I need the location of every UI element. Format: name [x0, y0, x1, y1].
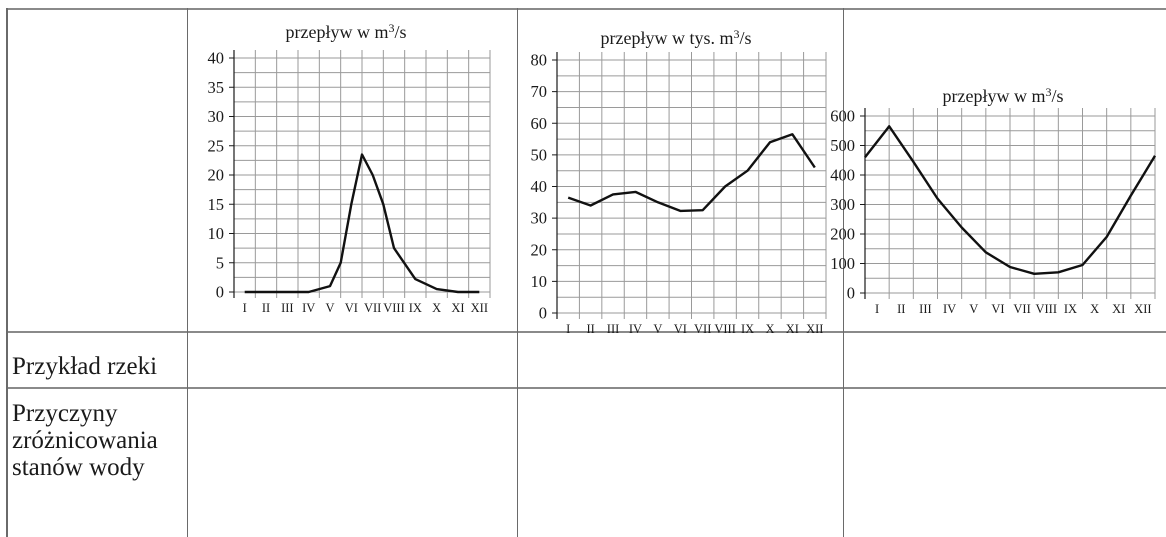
x-tick-label: VI: [991, 302, 1004, 316]
x-tick-label: X: [432, 301, 441, 315]
table-column-divider-2: [517, 8, 518, 537]
y-tick-label: 25: [208, 136, 225, 155]
y-tick-label: 400: [830, 166, 855, 185]
x-tick-label: IX: [409, 301, 422, 315]
x-tick-label: VII: [1013, 302, 1030, 316]
x-tick-label: VII: [694, 322, 711, 336]
hydrograph-chart-1: przepływ w m3/s 0 5 10 15 20 25 30 35 40 I II III IV V…: [190, 18, 510, 323]
y-tick-label: 0: [539, 304, 547, 323]
x-tick-label: XI: [786, 322, 799, 336]
x-tick-label: I: [566, 322, 570, 336]
x-tick-label: VI: [345, 301, 358, 315]
y-tick-label: 80: [531, 51, 548, 70]
hydrograph-chart-2: przepływ w tys. m3/s 0 10 20 30 40 50 60 70 80 I II…: [520, 18, 840, 323]
x-tick-label: VIII: [383, 301, 405, 315]
y-tick-label: 300: [830, 195, 855, 214]
x-tick-label: VII: [364, 301, 381, 315]
y-tick-label: 100: [830, 254, 855, 273]
y-tick-label: 40: [208, 49, 225, 68]
y-tick-label: 50: [531, 145, 548, 164]
x-tick-label: XII: [806, 322, 823, 336]
y-tick-label: 30: [531, 209, 548, 228]
y-tick-label: 20: [531, 240, 548, 259]
x-tick-label: IV: [302, 301, 315, 315]
x-tick-label: I: [243, 301, 247, 315]
table-top-border: [6, 8, 1166, 10]
x-tick-label: I: [875, 302, 879, 316]
x-tick-label: V: [969, 302, 978, 316]
y-tick-label: 15: [208, 195, 225, 214]
y-tick-label: 10: [531, 272, 548, 291]
y-tick-label: 5: [216, 253, 224, 272]
x-tick-label: II: [897, 302, 905, 316]
row-label-river-example: Przykład rzeki: [12, 353, 157, 380]
y-tick-label: 600: [830, 107, 855, 126]
x-tick-label: X: [1090, 302, 1099, 316]
y-tick-label: 500: [830, 136, 855, 155]
row-label-causes-line-1: Przyczyny: [12, 400, 158, 427]
y-tick-label: 70: [531, 82, 548, 101]
x-tick-label: V: [653, 322, 662, 336]
y-tick-label: 60: [531, 114, 548, 133]
x-tick-label: IX: [1064, 302, 1077, 316]
row-label-causes: Przyczyny zróżnicowania stanów wody: [12, 400, 158, 481]
chart-title: przepływ w m3/s: [286, 21, 407, 42]
y-tick-label: 20: [208, 166, 225, 185]
x-tick-label: X: [765, 322, 774, 336]
x-tick-label: XII: [471, 301, 488, 315]
x-tick-label: V: [325, 301, 334, 315]
y-tick-label: 0: [216, 283, 224, 302]
y-tick-label: 40: [531, 177, 548, 196]
x-tick-label: II: [262, 301, 270, 315]
row-label-causes-line-3: stanów wody: [12, 454, 158, 481]
y-tick-label: 35: [208, 78, 225, 97]
x-tick-label: XII: [1134, 302, 1151, 316]
x-tick-label: VIII: [714, 322, 736, 336]
x-tick-label: IX: [741, 322, 754, 336]
y-tick-label: 30: [208, 107, 225, 126]
hydrograph-chart-3: przepływ w m3/s 0 100 200 300 400 500 600 I II III…: [846, 18, 1166, 323]
chart-title: przepływ w m3/s: [943, 85, 1064, 106]
table-column-divider-1: [187, 8, 188, 537]
x-tick-label: VIII: [1035, 302, 1057, 316]
x-tick-label: III: [919, 302, 932, 316]
x-tick-label: II: [586, 322, 594, 336]
x-tick-label: XI: [1112, 302, 1125, 316]
chart-title: przepływ w tys. m3/s: [601, 27, 752, 48]
y-tick-label: 200: [830, 225, 855, 244]
x-tick-label: IV: [943, 302, 956, 316]
x-tick-label: III: [281, 301, 294, 315]
x-tick-label: III: [607, 322, 620, 336]
table-row-divider-2: [6, 387, 1166, 389]
x-tick-label: IV: [629, 322, 642, 336]
y-tick-label: 0: [847, 284, 855, 303]
table-left-border: [6, 8, 8, 537]
x-tick-label: XI: [451, 301, 464, 315]
row-label-causes-line-2: zróżnicowania: [12, 427, 158, 454]
y-tick-label: 10: [208, 224, 225, 243]
x-tick-label: VI: [674, 322, 687, 336]
